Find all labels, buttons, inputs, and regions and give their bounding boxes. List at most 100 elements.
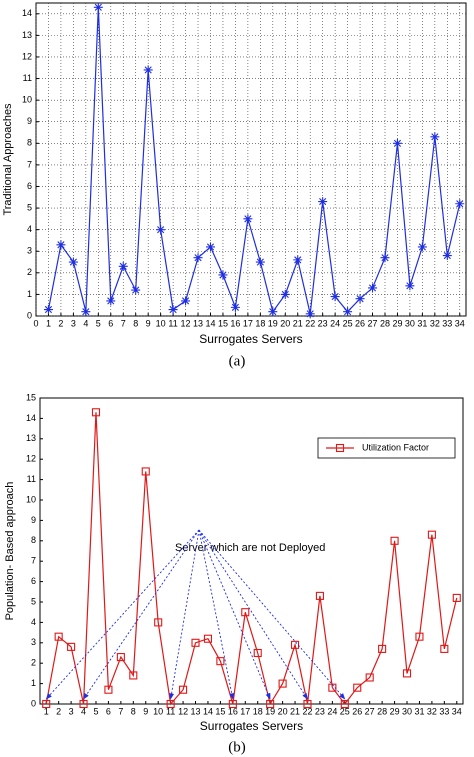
x-tick-label: 25 <box>343 318 353 328</box>
x-tick-label: 6 <box>108 318 113 328</box>
data-point <box>54 632 63 641</box>
data-point <box>290 640 300 649</box>
x-tick-label: 33 <box>442 318 452 328</box>
x-tick-label: 22 <box>305 318 315 328</box>
y-tick-label: 9 <box>27 116 32 126</box>
data-point <box>216 657 225 666</box>
data-point <box>131 285 141 295</box>
legend-label: Utilization Factor <box>362 442 429 452</box>
x-tick-label: 4 <box>81 706 86 716</box>
caption: (a) <box>229 353 246 369</box>
caption: (b) <box>228 739 246 755</box>
data-point <box>93 2 103 12</box>
x-tick-label: 6 <box>106 706 111 716</box>
x-tick-label: 34 <box>455 318 465 328</box>
data-point <box>230 302 240 312</box>
plot-area <box>35 2 467 317</box>
data-point <box>427 530 436 539</box>
data-point <box>241 608 250 617</box>
annotation-arrow <box>198 529 271 700</box>
x-tick-label: 5 <box>96 318 101 328</box>
data-point <box>268 307 278 317</box>
data-point <box>415 632 424 641</box>
data-point <box>218 270 228 280</box>
data-point <box>280 289 290 299</box>
legend-marker <box>335 443 345 453</box>
x-tick-label: 5 <box>93 706 98 716</box>
x-tick-label: 25 <box>340 706 350 716</box>
x-tick-label: 34 <box>452 706 462 716</box>
x-tick-label: 17 <box>240 706 250 716</box>
data-point <box>430 132 440 142</box>
data-point <box>343 307 353 317</box>
y-axis-title: Traditional Approaches <box>2 103 14 216</box>
y-tick-label: 8 <box>27 138 32 148</box>
y-tick-label: 9 <box>31 515 36 525</box>
x-axis-title: Surrogates Servers <box>199 332 302 346</box>
y-tick-label: 6 <box>27 181 32 191</box>
data-point <box>166 699 175 709</box>
y-tick-label: 12 <box>22 51 32 61</box>
x-tick-label: 7 <box>118 706 123 716</box>
x-tick-label: 10 <box>156 318 166 328</box>
y-tick-label: 5 <box>31 596 36 606</box>
data-point <box>56 240 66 250</box>
x-tick-label: 8 <box>131 706 136 716</box>
x-tick-label: 32 <box>427 706 437 716</box>
data-point <box>228 699 237 709</box>
y-tick-label: 0 <box>31 698 36 708</box>
data-point <box>43 305 53 315</box>
data-point <box>143 65 153 75</box>
data-point <box>455 199 465 209</box>
y-tick-label: 8 <box>31 535 36 545</box>
x-tick-label: 19 <box>265 706 275 716</box>
data-point <box>353 683 362 692</box>
x-tick-label: 23 <box>318 318 328 328</box>
data-point <box>390 536 399 545</box>
x-tick-label: 2 <box>58 318 63 328</box>
y-tick-label: 4 <box>27 224 32 234</box>
x-tick-label: 24 <box>330 318 340 328</box>
y-tick-label: 3 <box>27 246 32 256</box>
x-tick-label: 19 <box>268 318 278 328</box>
x-tick-label: 9 <box>146 318 151 328</box>
data-point <box>191 638 200 647</box>
x-tick-label: 1 <box>44 706 49 716</box>
data-point <box>442 251 452 261</box>
x-tick-label: 4 <box>83 318 88 328</box>
data-point <box>168 305 178 315</box>
y-tick-label: 14 <box>26 413 36 423</box>
data-point <box>380 253 390 263</box>
y-tick-label: 14 <box>22 8 32 18</box>
data-point <box>392 138 402 148</box>
data-point <box>68 257 78 267</box>
x-tick-label: 12 <box>178 706 188 716</box>
series-line <box>45 412 458 706</box>
x-tick-label: 32 <box>430 318 440 328</box>
series-line <box>47 7 461 314</box>
x-tick-label: 33 <box>439 706 449 716</box>
y-tick-label: 11 <box>23 73 32 83</box>
x-tick-label: 18 <box>255 318 265 328</box>
annotation-arrow <box>45 529 200 700</box>
data-point <box>179 685 188 694</box>
x-tick-label: 9 <box>143 706 148 716</box>
x-tick-label: 12 <box>181 318 191 328</box>
data-point <box>402 669 412 678</box>
x-tick-label: 21 <box>293 318 303 328</box>
x-tick-label: 26 <box>355 318 365 328</box>
data-point <box>305 309 315 319</box>
annotation-arrow <box>198 529 346 700</box>
y-tick-label: 0 <box>27 310 32 320</box>
x-tick-label: 11 <box>168 318 177 328</box>
x-tick-label: 27 <box>368 318 378 328</box>
x-tick-label: 7 <box>121 318 126 328</box>
x-tick-label: 0 <box>33 318 38 328</box>
y-tick-label: 4 <box>31 617 36 627</box>
x-tick-label: 21 <box>290 706 300 716</box>
x-axis-title: Surrogates Servers <box>200 719 303 733</box>
data-point <box>116 653 125 662</box>
data-point <box>243 214 253 224</box>
data-point <box>118 261 128 271</box>
